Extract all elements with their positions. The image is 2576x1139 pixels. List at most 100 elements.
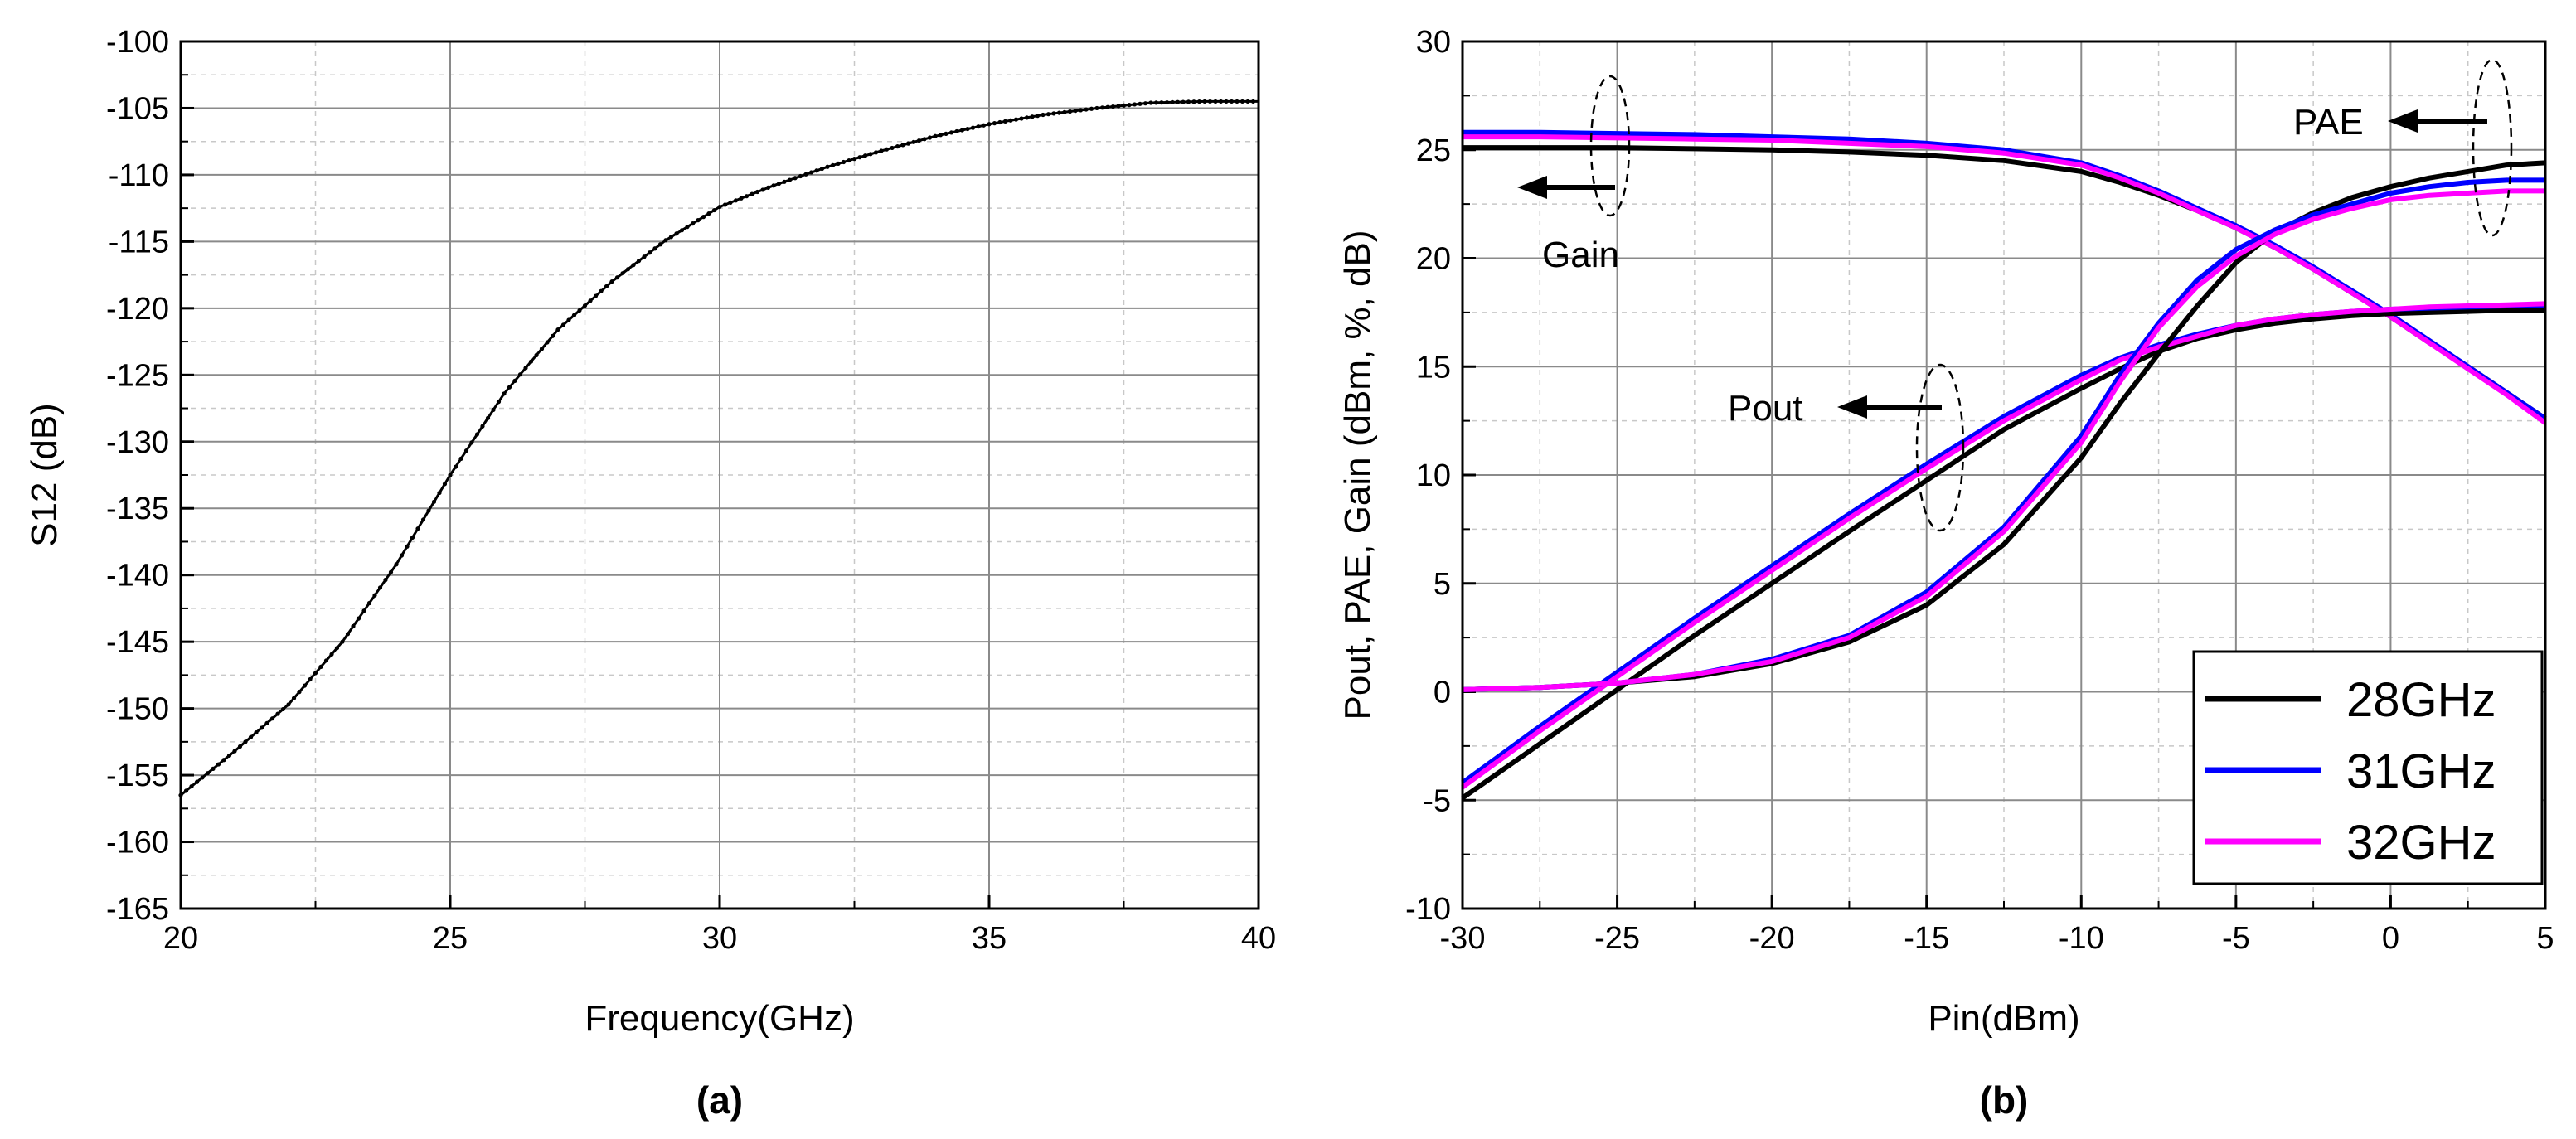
b-ticks: -30 -25 -20 -15 -10 -5 0 5 -10 -5 0 5 10 15 20 25 30 [1405,25,2554,956]
a-data-point [593,293,599,298]
a-data-point [560,322,566,327]
a-data-point [911,139,916,144]
a-data-point [1008,118,1013,123]
a-data-point [1013,117,1019,122]
a-data-point [1159,100,1164,105]
a-data-point [992,121,997,126]
b-xtick-label: -25 [1594,921,1640,956]
a-data-point [733,198,739,203]
a-data-point [377,585,383,590]
a-data-point [1186,99,1191,104]
a-series [178,99,1259,797]
a-ytick-label: -120 [106,292,169,327]
a-data-point [944,131,948,136]
a-data-point [275,711,280,716]
a-data-point [1041,112,1045,118]
a-data-point [803,172,808,177]
a-data-point [900,143,905,148]
a-data-point [588,298,593,303]
a-data-point [361,608,366,613]
gain-label: Gain [1542,235,1619,275]
a-data-point [264,720,269,725]
a-data-point [366,600,372,606]
a-data-point [1142,101,1148,106]
a-data-point [873,150,879,155]
b-xlabel: Pin(dBm) [1928,998,2079,1039]
a-ytick-label: -105 [106,91,169,126]
a-data-point [463,448,469,453]
a-data-point [291,696,297,700]
a-data-point [841,159,847,165]
a-data-point [226,753,232,759]
a-data-point [302,683,308,688]
a-data-point [1170,99,1175,104]
a-data-point [922,137,927,142]
b-ytick-label: 25 [1416,133,1451,168]
a-data-point [722,202,728,207]
a-plot-frame [179,40,1260,910]
a-data-point [496,400,502,405]
a-data-point [237,744,243,749]
a-data-point [1153,100,1159,105]
a-data-point [1062,109,1067,114]
b-ytick-label: 5 [1434,567,1451,602]
a-data-point [566,317,571,322]
a-xtick-label: 20 [163,921,198,956]
a-data-point [739,196,744,201]
a-ytick-label: -145 [106,625,169,660]
a-data-point [754,189,760,195]
a-data-point [1148,100,1153,105]
a-data-point [938,133,944,138]
a-data-point [879,148,884,153]
legend: 28GHz 31GHz 32GHz [2192,650,2544,885]
a-data-point [631,263,636,268]
a-xtick-label: 35 [972,921,1007,956]
a-data-point [652,246,657,251]
a-caption: (a) [696,1078,743,1122]
b-ytick-label: -5 [1423,783,1451,818]
a-data-point [976,124,981,129]
a-data-point [410,535,415,540]
b-ytick-label: 15 [1416,350,1451,385]
a-data-point [851,157,857,162]
a-ytick-label: -160 [106,826,169,860]
b-xtick-label: -30 [1440,921,1486,956]
a-xtick-label: 40 [1241,921,1276,956]
gain-dashed-ellipse [1589,75,1631,217]
a-data-point [318,664,323,670]
pae-arrowhead [2388,109,2418,133]
a-data-point [221,758,226,763]
a-data-point [431,499,437,504]
a-data-point [1202,99,1207,104]
a-data-point [916,138,922,143]
a-data-point [948,130,954,135]
a-data-point [1019,116,1024,121]
a-data-point [1229,99,1235,104]
b-series-32ghz-gain [1463,134,2547,425]
a-data-point [1175,99,1181,104]
b-series [1461,129,2547,801]
a-data-point [625,267,631,272]
a-data-point [571,313,577,317]
a-data-point [200,775,205,780]
a-data-point [609,279,614,284]
a-data-point [782,179,787,184]
a-data-point [1116,104,1121,109]
a-data-point [507,385,512,390]
a-data-point [959,128,965,133]
a-data-point [1084,107,1089,112]
a-data-point [528,359,534,364]
a-data-point [642,254,647,259]
a-data-point [1164,99,1170,105]
a-data-point [647,250,652,255]
a-data-point [771,183,776,188]
a-data-point [383,577,388,583]
a-ytick-label: -150 [106,692,169,727]
a-ytick-label: -135 [106,492,169,526]
a-data-point [679,228,685,233]
a-data-point [189,783,194,789]
a-data-point [701,215,706,220]
a-data-point [329,652,334,657]
